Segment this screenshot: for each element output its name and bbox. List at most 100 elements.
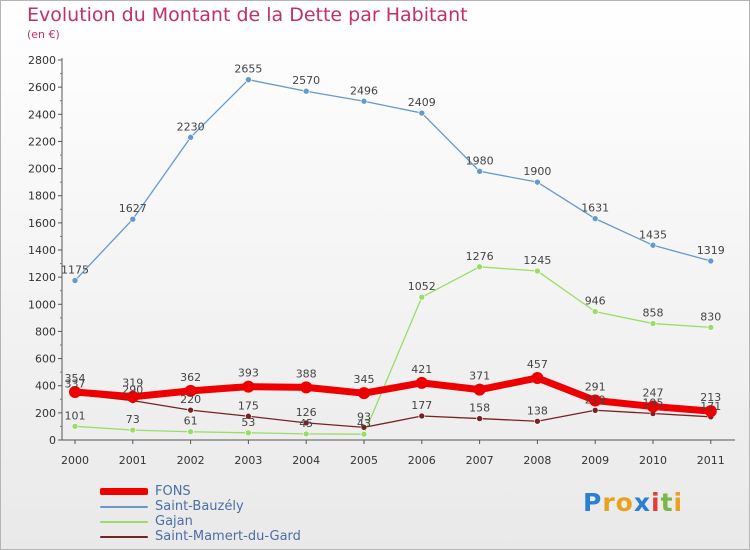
data-label-fons: 291 xyxy=(585,381,606,394)
data-label-fons: 319 xyxy=(122,377,143,390)
data-label-gajan: 45 xyxy=(299,417,313,430)
data-point-saint-bauzely xyxy=(129,215,137,223)
data-point-saint-bauzely xyxy=(245,76,252,83)
data-point-saint-bauzely xyxy=(360,97,368,105)
chart-legend: FONS Saint-Bauzély Gajan Saint-Mamert-du-Ga… xyxy=(100,484,380,544)
data-point-fons xyxy=(647,400,659,413)
y-tick-label: 1400 xyxy=(28,244,56,257)
data-point-fons xyxy=(531,371,544,384)
data-point-gajan xyxy=(302,430,310,438)
y-tick-label: 1000 xyxy=(28,298,56,311)
data-label-fons: 371 xyxy=(469,370,490,383)
data-label-fons: 421 xyxy=(411,363,432,376)
data-point-gajan xyxy=(245,429,252,437)
data-point-saint-bauzely xyxy=(649,241,657,249)
data-label-fons: 388 xyxy=(296,367,317,380)
proxiti-logo: Proxiti xyxy=(583,488,683,517)
y-tick-label: 1200 xyxy=(28,271,56,284)
data-point-saint-mamert-du-gard xyxy=(245,412,252,420)
legend-swatch xyxy=(100,506,148,508)
x-tick-label: 2010 xyxy=(639,454,667,467)
data-label-saint-bauzely: 2409 xyxy=(408,96,436,109)
data-label-saint-bauzely: 1175 xyxy=(61,264,89,277)
data-label-fons: 393 xyxy=(238,367,259,380)
legend-item-saint-mamert-du-gard: Saint-Mamert-du-Gard xyxy=(100,529,380,544)
data-point-gajan xyxy=(129,426,137,434)
y-tick-label: 0 xyxy=(49,434,56,447)
data-point-gajan xyxy=(418,293,426,301)
logo-letter: i xyxy=(673,488,684,517)
data-point-fons xyxy=(358,387,370,400)
legend-item-gajan: Gajan xyxy=(100,514,380,529)
data-label-gajan: 43 xyxy=(357,417,371,430)
data-label-fons: 362 xyxy=(180,371,201,384)
x-tick-label: 2007 xyxy=(466,454,494,467)
data-label-saint-bauzely: 2496 xyxy=(350,84,378,97)
data-label-saint-bauzely: 1319 xyxy=(697,244,725,257)
y-tick-label: 400 xyxy=(35,380,56,393)
data-point-saint-mamert-du-gard xyxy=(534,417,541,425)
data-label-fons: 354 xyxy=(65,372,86,385)
data-point-saint-bauzely xyxy=(302,87,310,95)
series-line-fons xyxy=(71,374,715,415)
data-label-gajan: 61 xyxy=(184,415,198,428)
data-point-fons xyxy=(242,380,255,393)
data-label-gajan: 946 xyxy=(585,295,606,308)
series-line-gajan xyxy=(74,266,712,435)
data-point-saint-bauzely xyxy=(418,109,426,117)
legend-label: FONS xyxy=(155,484,191,499)
data-label-saint-mamert-du-gard: 219 xyxy=(585,393,606,406)
logo-letter: t xyxy=(660,488,674,517)
series-line-saint-bauzely xyxy=(74,79,712,282)
data-label-saint-bauzely: 2570 xyxy=(292,74,320,87)
data-label-saint-mamert-du-gard: 158 xyxy=(469,402,490,415)
data-point-saint-mamert-du-gard xyxy=(418,412,426,420)
data-label-saint-mamert-du-gard: 177 xyxy=(411,399,432,412)
data-label-saint-mamert-du-gard: 220 xyxy=(180,393,201,406)
x-tick-label: 2006 xyxy=(408,454,436,467)
x-tick-label: 2009 xyxy=(581,454,609,467)
x-tick-label: 2001 xyxy=(119,454,147,467)
data-label-gajan: 101 xyxy=(65,409,86,422)
data-point-fons xyxy=(184,384,197,397)
data-label-gajan: 73 xyxy=(126,413,140,426)
x-tick-label: 2008 xyxy=(523,454,551,467)
logo-letter: P xyxy=(583,488,603,517)
logo-letter: r xyxy=(602,488,616,517)
data-label-fons: 213 xyxy=(700,391,721,404)
legend-label: Saint-Mamert-du-Gard xyxy=(155,529,301,544)
y-tick-label: 2600 xyxy=(28,81,56,94)
y-tick-label: 2400 xyxy=(28,108,56,121)
data-label-saint-bauzely: 1900 xyxy=(523,165,551,178)
data-label-fons: 247 xyxy=(643,386,664,399)
data-point-gajan xyxy=(649,320,657,327)
data-label-gajan: 858 xyxy=(643,307,664,320)
y-tick-label: 2800 xyxy=(28,54,56,67)
data-point-fons xyxy=(589,394,602,407)
data-label-saint-mamert-du-gard: 290 xyxy=(122,384,143,397)
logo-letter: i xyxy=(651,488,661,517)
legend-label: Saint-Bauzély xyxy=(155,499,244,514)
data-label-saint-bauzely: 2230 xyxy=(177,120,205,133)
data-point-gajan xyxy=(591,308,599,315)
chart-subtitle: (en €) xyxy=(27,28,60,41)
series-line-saint-mamert-du-gard xyxy=(74,393,712,429)
data-point-fons xyxy=(126,390,139,403)
data-point-gajan xyxy=(534,267,541,275)
data-point-gajan xyxy=(476,263,483,271)
data-point-fons xyxy=(69,385,81,398)
legend-swatch xyxy=(100,521,148,523)
y-tick-label: 2000 xyxy=(28,163,56,176)
data-point-saint-mamert-du-gard xyxy=(302,419,310,427)
data-label-saint-mamert-du-gard: 171 xyxy=(700,400,721,413)
data-point-gajan xyxy=(187,428,194,436)
y-tick-label: 800 xyxy=(35,325,56,338)
data-point-saint-bauzely xyxy=(71,277,79,284)
data-label-gajan: 1052 xyxy=(408,280,436,293)
data-label-saint-bauzely: 2655 xyxy=(234,63,262,76)
y-tick-label: 200 xyxy=(35,407,56,420)
legend-swatch xyxy=(100,536,148,538)
data-point-fons xyxy=(415,376,428,389)
